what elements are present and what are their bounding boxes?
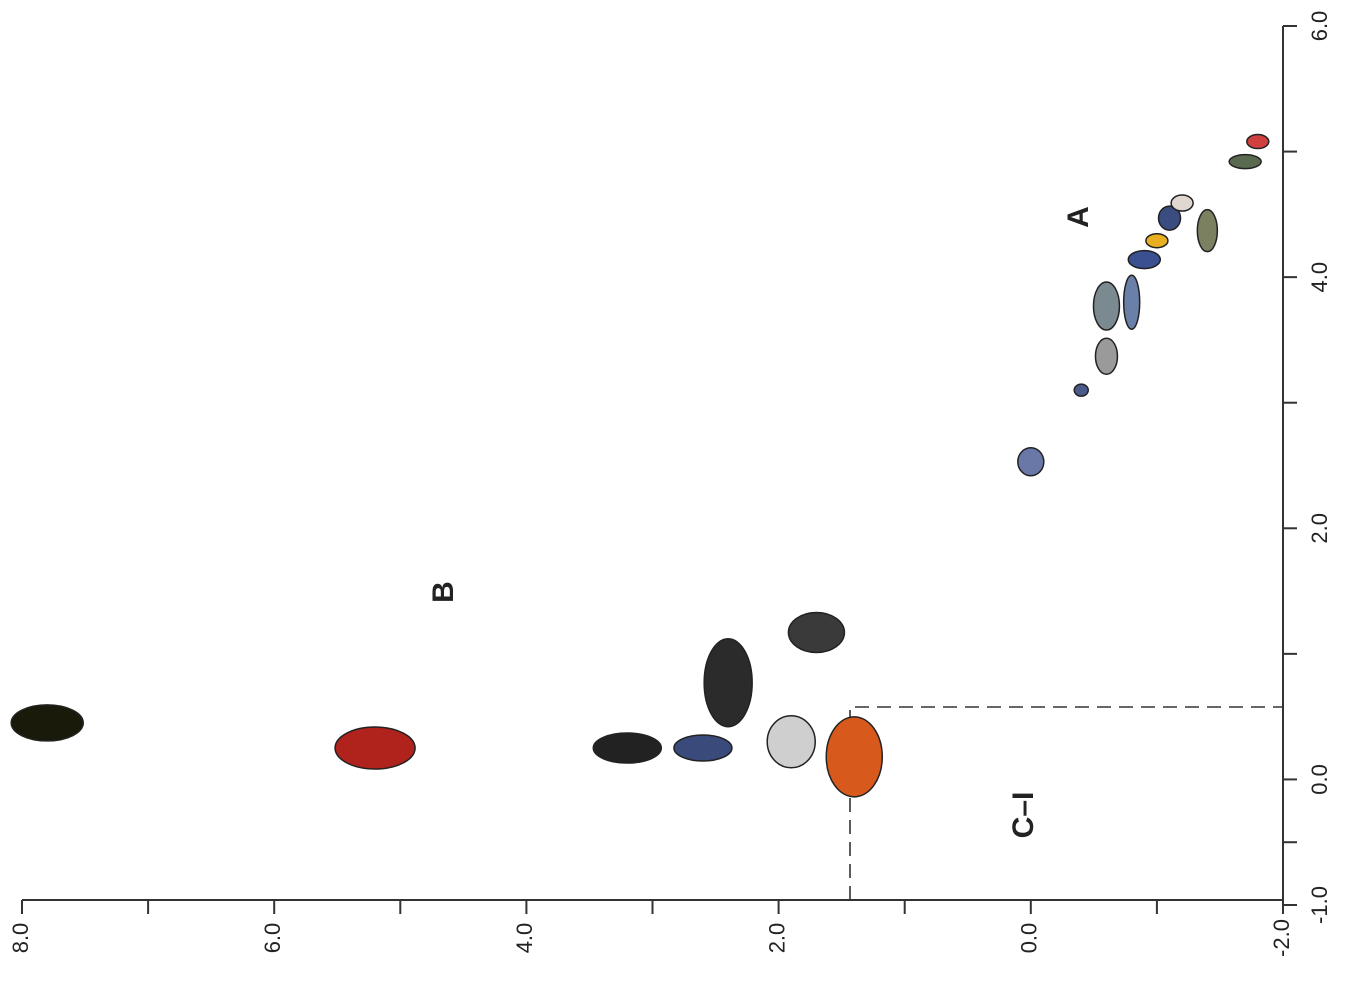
bead: [10, 704, 84, 742]
bead: [766, 715, 816, 769]
bead: [1196, 208, 1219, 253]
bead: [1017, 446, 1045, 477]
x-tick-label: 2.0: [764, 923, 789, 954]
bead: [1170, 194, 1194, 212]
region-boundary: [849, 706, 1283, 900]
bead: [1228, 153, 1262, 170]
bead: [592, 732, 663, 764]
y-tick-label: 6.0: [1307, 11, 1332, 42]
y-tick-label: 4.0: [1307, 262, 1332, 293]
bead: [1127, 249, 1162, 270]
x-tick-label: 6.0: [260, 923, 285, 954]
bead: [825, 716, 884, 798]
bead: [1073, 383, 1089, 397]
bead: [1246, 133, 1270, 150]
annotation: B: [427, 581, 460, 603]
y-tick-label: -1.0: [1307, 886, 1332, 924]
x-tick-label: 0.0: [1017, 923, 1042, 954]
y-tick-label: 0.0: [1307, 764, 1332, 795]
bead: [787, 611, 846, 654]
bead: [334, 726, 416, 770]
bead: [703, 637, 753, 728]
bead: [1122, 274, 1141, 331]
annotation: C–I: [1007, 792, 1040, 839]
bead: [1092, 281, 1121, 331]
x-tick-label: -2.0: [1269, 919, 1294, 957]
bead: [1145, 232, 1169, 249]
annotation: A: [1062, 206, 1095, 228]
x-tick-label: 4.0: [512, 923, 537, 954]
bead: [1094, 337, 1119, 376]
x-tick-label: 8.0: [8, 923, 33, 954]
bead: [673, 734, 733, 762]
bead: [1157, 205, 1182, 231]
y-tick-label: 2.0: [1307, 513, 1332, 544]
